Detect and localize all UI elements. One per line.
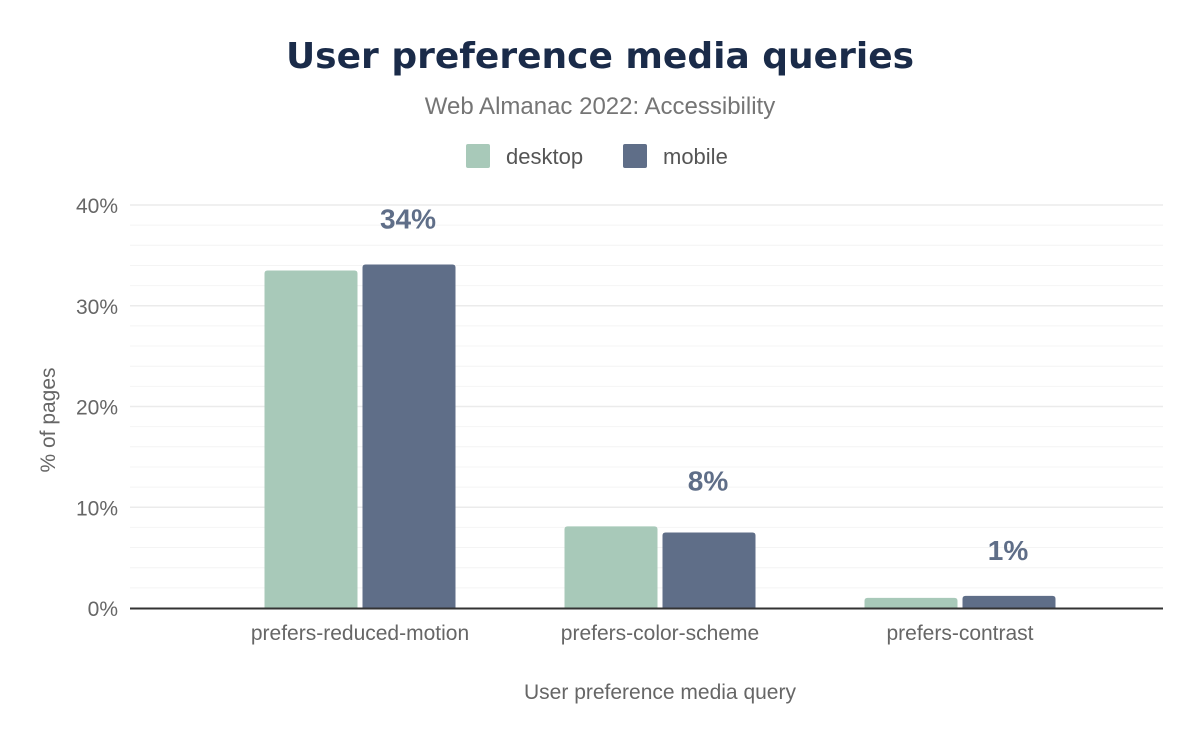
data-labels: 34% 8% 1%	[380, 203, 1028, 565]
bar-desktop-prefers-color-scheme[interactable]	[564, 526, 658, 608]
chart-subtitle: Web Almanac 2022: Accessibility	[425, 93, 775, 120]
bar-desktop-prefers-contrast[interactable]	[864, 597, 958, 608]
y-axis: 0% 10% 20% 30% 40%	[76, 195, 118, 621]
x-tick-label: prefers-color-scheme	[561, 622, 759, 645]
x-axis: prefers-reduced-motion prefers-color-sche…	[130, 607, 1163, 645]
bar-mobile-prefers-color-scheme[interactable]	[662, 532, 756, 608]
bar-desktop-prefers-reduced-motion[interactable]	[264, 270, 358, 608]
bars	[264, 264, 1056, 608]
x-axis-label: User preference media query	[524, 681, 796, 704]
y-tick-label: 40%	[76, 195, 118, 218]
y-axis-label: % of pages	[37, 367, 60, 472]
y-tick-label: 20%	[76, 397, 118, 420]
legend: desktop mobile	[466, 144, 728, 169]
x-tick-label: prefers-contrast	[886, 622, 1033, 645]
chart-title: User preference media queries	[286, 36, 914, 77]
y-tick-label: 0%	[88, 598, 118, 621]
legend-swatch-desktop	[466, 144, 490, 168]
legend-swatch-mobile	[623, 144, 647, 168]
legend-label-mobile: mobile	[663, 144, 728, 169]
bar-mobile-prefers-reduced-motion[interactable]	[362, 264, 456, 608]
bar-mobile-prefers-contrast[interactable]	[962, 595, 1056, 608]
legend-label-desktop: desktop	[506, 144, 583, 169]
data-label: 8%	[688, 465, 729, 496]
data-label: 1%	[988, 535, 1029, 566]
y-tick-label: 10%	[76, 497, 118, 520]
y-tick-label: 30%	[76, 296, 118, 319]
data-label: 34%	[380, 203, 436, 234]
x-tick-label: prefers-reduced-motion	[251, 622, 469, 645]
